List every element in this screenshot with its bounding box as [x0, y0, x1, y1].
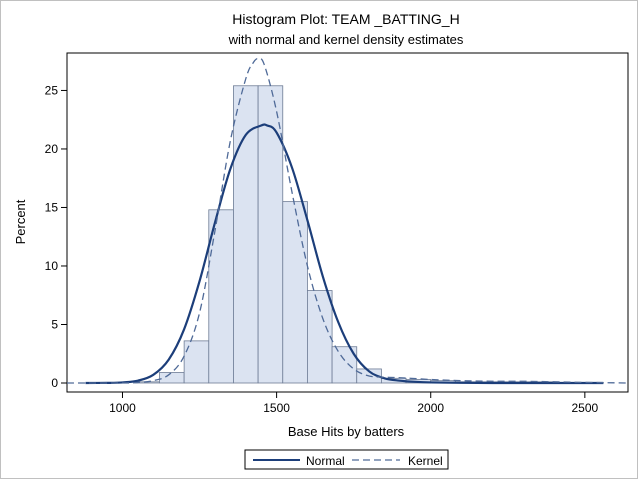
histogram-bars — [134, 85, 604, 384]
y-tick-label: 20 — [45, 142, 59, 156]
histogram-bar-5 — [257, 85, 284, 384]
histogram-bar-7 — [307, 290, 333, 384]
x-axis-label: Base Hits by batters — [288, 424, 405, 439]
y-axis: 0 5 10 15 20 25 — [45, 83, 67, 390]
histogram-bar-1 — [159, 372, 185, 384]
chart-title: Histogram Plot: TEAM _BATTING_H — [232, 11, 459, 27]
legend-kernel-label: Kernel — [408, 454, 443, 468]
x-tick-label: 2500 — [571, 401, 598, 415]
histogram-bar-3 — [208, 209, 234, 384]
y-tick-label: 0 — [51, 376, 58, 390]
x-axis: 1000 1500 2000 2500 — [109, 392, 599, 415]
legend-box — [244, 449, 449, 470]
x-tick-label: 1000 — [109, 401, 136, 415]
curve-kernel — [66, 57, 629, 384]
y-tick-label: 5 — [51, 317, 58, 331]
y-axis-label: Percent — [13, 199, 28, 244]
legend: Normal Kernel — [244, 449, 449, 470]
histogram-bar-4 — [233, 85, 259, 384]
histogram-bar-6 — [282, 201, 308, 384]
y-tick-label: 10 — [45, 259, 59, 273]
legend-normal-label: Normal — [306, 454, 345, 468]
x-tick-label: 1500 — [263, 401, 290, 415]
x-tick-label: 2000 — [417, 401, 444, 415]
plot-area — [66, 52, 629, 393]
density-curves — [66, 57, 629, 385]
curve-normal — [85, 123, 604, 385]
y-tick-label: 25 — [45, 83, 59, 97]
chart-subtitle: with normal and kernel density estimates — [228, 32, 464, 47]
y-tick-label: 15 — [45, 200, 59, 214]
